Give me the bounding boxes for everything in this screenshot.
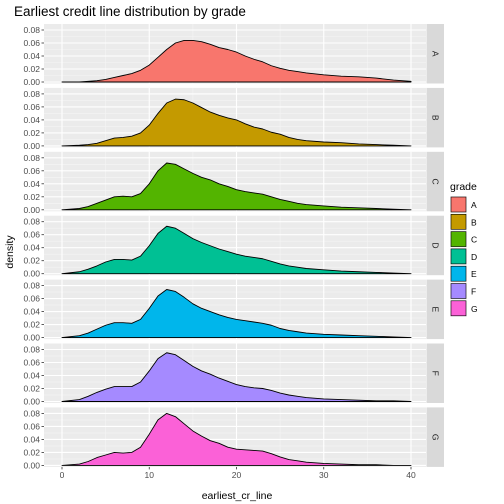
- y-tick-label: 0.08: [23, 408, 40, 418]
- legend-label: G: [471, 304, 478, 314]
- y-tick-label: 0.06: [23, 421, 40, 431]
- density-area-a: [61, 39, 412, 83]
- y-tick-label: 0.00: [23, 141, 40, 151]
- legend-swatch: [450, 231, 467, 247]
- chart-title: Earliest credit line distribution by gra…: [14, 4, 246, 19]
- legend-item-d: D: [450, 247, 477, 265]
- y-tick-label: 0.04: [23, 434, 40, 444]
- facet-strip-label: G: [431, 434, 441, 441]
- facet-panel-d: 0.00 0.02 0.04 0.06 0.08 D: [23, 215, 444, 279]
- facet-panel-b: 0.00 0.02 0.04 0.06 0.08 B: [23, 87, 444, 151]
- legend-item-c: C: [450, 230, 477, 248]
- y-tick-label: 0.04: [23, 51, 40, 61]
- y-tick-label: 0.00: [23, 269, 40, 279]
- legend-swatch: [450, 248, 467, 265]
- legend-item-a: A: [450, 196, 477, 213]
- facet-panel-a: 0.00 0.02 0.04 0.06 0.08 A: [23, 24, 444, 87]
- y-tick-label: 0.04: [23, 371, 40, 381]
- x-axis-label: earliest_cr_line: [202, 490, 273, 502]
- legend-title: grade: [450, 181, 477, 193]
- y-tick-label: 0.02: [23, 447, 40, 457]
- facet-strip: [426, 407, 444, 467]
- facet-strip-label: C: [431, 178, 441, 184]
- y-tick-label: 0.06: [23, 230, 40, 240]
- y-tick-label: 0.00: [23, 397, 40, 407]
- density-area-c: [61, 162, 412, 211]
- y-tick-label: 0.08: [23, 89, 40, 99]
- legend-swatch: [450, 265, 467, 282]
- y-tick-label: 0.08: [23, 345, 40, 355]
- density-area-f: [61, 352, 412, 402]
- facet-panel-g: 0.00 0.02 0.04 0.06 0.08 G: [23, 407, 444, 470]
- legend-label: E: [471, 269, 477, 279]
- y-tick-label: 0.08: [23, 25, 40, 35]
- facet-panel-e: 0.00 0.02 0.04 0.06 0.08 E: [23, 279, 444, 343]
- facet-strip: [426, 215, 444, 276]
- y-tick-label: 0.06: [23, 294, 40, 304]
- legend-label: D: [471, 252, 477, 262]
- y-tick-label: 0.02: [23, 320, 40, 330]
- density-area-b: [61, 98, 412, 147]
- y-tick-label: 0.04: [23, 115, 40, 125]
- legend-item-f: F: [450, 282, 476, 300]
- y-tick-label: 0.02: [23, 384, 40, 394]
- y-tick-label: 0.08: [23, 153, 40, 163]
- legend-label: F: [471, 287, 476, 297]
- density-area-d: [61, 225, 412, 275]
- legend-item-g: G: [450, 299, 478, 317]
- x-tick-label: 10: [145, 470, 155, 480]
- x-tick-label: 20: [232, 470, 242, 480]
- y-tick-label: 0.06: [23, 102, 40, 112]
- y-tick-label: 0.04: [23, 307, 40, 317]
- facet-strip: [426, 24, 444, 84]
- legend-swatch: [450, 214, 467, 230]
- legend-swatch: [450, 283, 467, 299]
- legend-label: C: [471, 235, 477, 245]
- y-tick-label: 0.04: [23, 179, 40, 189]
- y-tick-label: 0.02: [23, 128, 40, 138]
- facet-strip-label: A: [431, 51, 441, 57]
- y-tick-label: 0.02: [23, 64, 40, 74]
- legend-item-e: E: [450, 265, 477, 283]
- y-tick-label: 0.00: [23, 460, 40, 470]
- y-tick-label: 0.06: [23, 38, 40, 48]
- legend-item-b: B: [450, 213, 477, 231]
- y-tick-label: 0.02: [23, 256, 40, 266]
- facet-strip-label: D: [431, 242, 441, 248]
- y-tick-label: 0.00: [23, 205, 40, 215]
- y-tick-label: 0.08: [23, 217, 40, 227]
- legend-label: B: [471, 217, 477, 227]
- y-tick-label: 0.00: [23, 77, 40, 87]
- facet-strip: [426, 343, 444, 403]
- y-tick-label: 0.06: [23, 358, 40, 368]
- y-tick-label: 0.04: [23, 243, 40, 253]
- facet-strip-label: B: [431, 115, 441, 121]
- x-tick-label: 40: [406, 470, 416, 480]
- facet-panel-f: 0.00 0.02 0.04 0.06 0.08 F: [23, 343, 444, 407]
- facet-panels: 0.000.020.040.060.08A0.000.020.040.060.0…: [23, 24, 444, 470]
- facet-strip: [426, 87, 444, 148]
- legend-label: A: [471, 200, 477, 210]
- x-axis: 0 10 20 30 40: [60, 466, 416, 480]
- legend-swatch: [450, 196, 467, 213]
- density-area-g: [61, 412, 412, 466]
- facet-strip-label: E: [431, 307, 441, 313]
- facet-panel-c: 0.00 0.02 0.04 0.06 0.08 C: [23, 151, 444, 215]
- y-tick-label: 0.02: [23, 192, 40, 202]
- x-tick-label: 0: [60, 470, 65, 480]
- facet-strip: [426, 279, 444, 340]
- facet-strip: [426, 151, 444, 212]
- x-tick-label: 30: [319, 470, 329, 480]
- facet-strip-label: F: [431, 371, 441, 376]
- y-tick-label: 0.00: [23, 333, 40, 343]
- y-tick-label: 0.06: [23, 166, 40, 176]
- density-area-e: [61, 289, 412, 339]
- legend-swatch: [450, 300, 467, 317]
- y-axis-label: density: [4, 235, 16, 269]
- y-tick-label: 0.08: [23, 281, 40, 291]
